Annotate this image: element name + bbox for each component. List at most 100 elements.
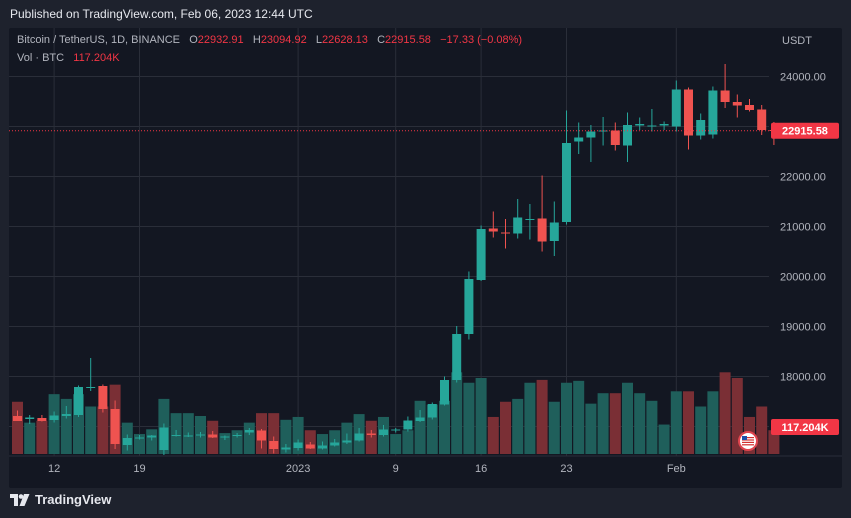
- flag-stripe: [742, 441, 754, 443]
- candle-body: [196, 434, 205, 436]
- candle-body: [696, 120, 706, 136]
- volume-bar: [48, 394, 60, 454]
- close-value: 22915.58: [385, 34, 431, 46]
- candle-body: [330, 442, 340, 446]
- candle-body: [647, 125, 657, 127]
- candle-body: [610, 130, 620, 145]
- candle-body: [171, 435, 181, 436]
- volume-bar: [268, 413, 280, 454]
- candle: [391, 428, 401, 433]
- ohlc-legend: Bitcoin / TetherUS, 1D, BINANCE O22932.9…: [17, 34, 522, 46]
- candle-body: [318, 445, 327, 449]
- candle: [720, 64, 730, 108]
- candle: [757, 105, 767, 135]
- tradingview-logo-text: TradingView: [35, 492, 112, 507]
- candle-body: [537, 218, 547, 242]
- candle: [293, 439, 303, 451]
- volume-bar: [719, 372, 731, 454]
- candle-body: [49, 415, 59, 420]
- candle: [452, 326, 462, 383]
- volume-bar: [292, 416, 304, 454]
- volume-bar: [585, 403, 597, 454]
- candle-body: [659, 124, 669, 126]
- volume-bar: [622, 382, 633, 454]
- price-chart-svg[interactable]: 24000.0023000.0022000.0021000.0020000.00…: [9, 28, 842, 488]
- candle-body: [427, 404, 437, 418]
- volume-bar: [536, 379, 548, 454]
- candle: [440, 376, 449, 406]
- candle-body: [354, 433, 364, 441]
- candle-body: [708, 90, 718, 135]
- tradingview-logo[interactable]: TradingView: [10, 492, 111, 507]
- symbol-name[interactable]: Bitcoin / TetherUS, 1D, BINANCE: [17, 34, 181, 46]
- candle-body: [501, 232, 510, 234]
- volume-bar: [402, 430, 414, 454]
- volume-bar: [707, 391, 719, 454]
- candle: [147, 435, 157, 441]
- candle: [13, 410, 22, 421]
- volume-bar: [768, 430, 780, 454]
- flag-stripe: [742, 444, 754, 446]
- candle-body: [379, 429, 388, 435]
- low-value: 22628.13: [322, 34, 368, 46]
- candle: [549, 201, 559, 256]
- volume-bar: [731, 378, 743, 454]
- volume-bar: [512, 398, 524, 454]
- volume-bar: [683, 391, 694, 454]
- candle-body: [293, 442, 303, 448]
- candle: [464, 271, 474, 340]
- last-price-badge: [771, 122, 839, 139]
- volume-bar: [146, 429, 158, 454]
- last-price-label: 22915.58: [782, 126, 828, 138]
- volume-bar: [231, 430, 243, 454]
- open-value: 22932.91: [197, 34, 244, 46]
- candle-body: [464, 279, 474, 334]
- candle: [244, 428, 254, 435]
- y-tick-label: 21000.00: [780, 222, 826, 234]
- change-value: −17.33 (−0.08%): [440, 34, 523, 46]
- candle: [537, 175, 547, 252]
- candle: [696, 113, 706, 140]
- candle-body: [586, 131, 596, 138]
- candle-body: [305, 444, 315, 449]
- volume-bar: [475, 378, 487, 454]
- volume-bar: [134, 434, 145, 454]
- us-flag-icon: [738, 431, 758, 451]
- candle-body: [623, 125, 632, 146]
- volume-bar: [695, 406, 707, 454]
- candle: [25, 415, 35, 424]
- candle: [403, 416, 413, 432]
- candle: [647, 109, 657, 132]
- candle: [122, 434, 132, 451]
- candle: [159, 423, 169, 455]
- high-label: H: [252, 34, 261, 46]
- volume-bar: [500, 401, 511, 454]
- volume-bar: [73, 394, 84, 454]
- chart-panel[interactable]: 24000.0023000.0022000.0021000.0020000.00…: [9, 28, 842, 488]
- volume-bar: [12, 401, 23, 454]
- volume-label[interactable]: Vol · BTC: [17, 52, 65, 64]
- candle-body: [635, 124, 645, 126]
- candle-body: [757, 109, 767, 130]
- x-tick-label: 9: [393, 463, 399, 475]
- volume-bar: [219, 433, 231, 454]
- close-label: C: [377, 34, 386, 46]
- volume-bar: [524, 382, 536, 454]
- candle: [671, 80, 681, 132]
- volume-bar: [390, 434, 402, 454]
- y-tick-label: 22000.00: [780, 172, 826, 184]
- candle-body: [281, 447, 291, 450]
- candle-body: [122, 438, 132, 445]
- volume-bar: [609, 393, 621, 454]
- y-tick-label: 19000.00: [780, 322, 826, 334]
- candle: [488, 211, 498, 238]
- y-tick-label: 24000.00: [780, 72, 826, 84]
- candle: [86, 358, 96, 391]
- candle: [61, 406, 71, 419]
- candle: [732, 94, 742, 118]
- candle: [305, 442, 315, 449]
- candle: [366, 430, 376, 438]
- candle: [269, 436, 279, 454]
- candle-body: [562, 143, 571, 222]
- candle: [318, 441, 327, 450]
